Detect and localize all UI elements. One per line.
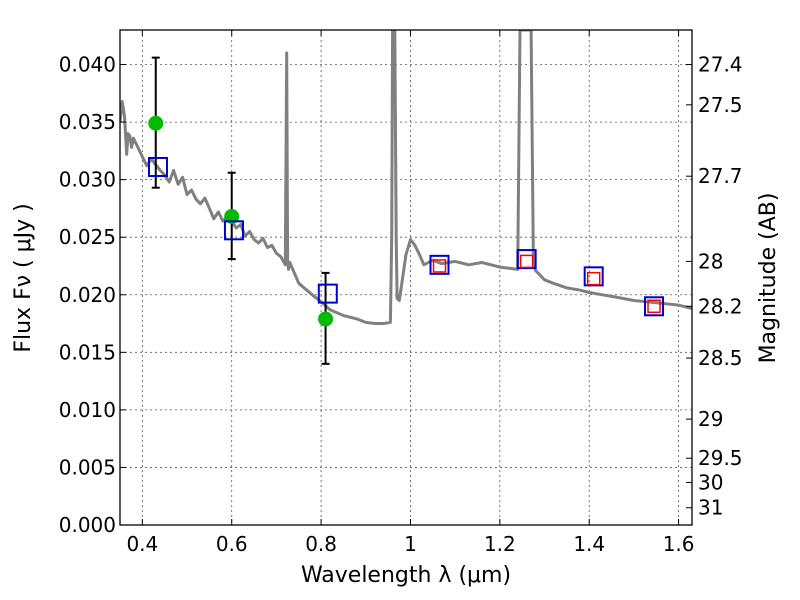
y2-axis-label: Magnitude (AB) — [756, 193, 781, 364]
x-tick-label: 0.6 — [216, 532, 248, 556]
mag-tick-label: 28.5 — [698, 346, 743, 370]
y-tick-label: 0.000 — [59, 513, 116, 537]
y-tick-label: 0.015 — [59, 340, 116, 364]
y-tick-label: 0.010 — [59, 398, 116, 422]
marks-layer — [147, 56, 665, 365]
sed-layer — [120, 30, 692, 325]
x-axis-label: Wavelength λ (μm) — [301, 563, 511, 588]
mag-tick-label: 29 — [698, 407, 723, 431]
mag-tick-label: 27.5 — [698, 93, 743, 117]
y-tick-label: 0.025 — [59, 225, 116, 249]
x-tick-label: 1 — [404, 532, 417, 556]
sed-line — [120, 30, 692, 325]
mag-tick-label: 27.4 — [698, 53, 743, 77]
mag-tick-label: 31 — [698, 496, 723, 520]
y-tick-label: 0.035 — [59, 110, 116, 134]
x-tick-label: 1.6 — [663, 532, 695, 556]
model-photometry-point — [223, 220, 244, 241]
mag-tick-label: 27.7 — [698, 164, 743, 188]
predicted-point — [432, 259, 447, 273]
x-tick-label: 0.8 — [305, 532, 337, 556]
y-tick-label: 0.005 — [59, 455, 116, 479]
plot-frame — [119, 29, 693, 526]
predicted-point — [647, 299, 661, 314]
y-tick-label: 0.020 — [59, 283, 116, 307]
x-tick-label: 1.4 — [573, 532, 605, 556]
mag-tick-label: 28 — [698, 249, 723, 273]
y-tick-label: 0.030 — [59, 168, 116, 192]
x-tick-label: 1.2 — [484, 532, 516, 556]
observed-point — [318, 311, 334, 327]
x-tick-label: 0.4 — [126, 532, 158, 556]
predicted-point — [519, 254, 534, 269]
mag-tick-label: 29.5 — [698, 446, 743, 470]
y-tick-label: 0.040 — [59, 53, 116, 77]
model-photometry-point — [147, 156, 168, 177]
model-photometry-point — [317, 283, 338, 304]
ticks-layer: 0.4 0.6 0.8 1 1.2 1.4 1.6 0.000 0.005 0.010 0.015 0… — [59, 30, 743, 556]
mag-tick-label: 28.2 — [698, 294, 743, 318]
y-axis-label: Flux Fν ( μJy ) — [11, 203, 36, 352]
mag-tick-label: 30 — [698, 470, 723, 494]
predicted-point — [586, 271, 601, 286]
observed-point — [148, 115, 164, 131]
grid — [120, 30, 692, 526]
model-photometry-point — [429, 254, 450, 275]
observed-point — [224, 208, 240, 224]
model-photometry-point — [644, 296, 665, 317]
